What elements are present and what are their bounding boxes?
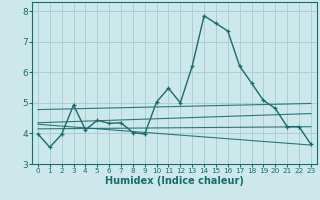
X-axis label: Humidex (Indice chaleur): Humidex (Indice chaleur): [105, 176, 244, 186]
